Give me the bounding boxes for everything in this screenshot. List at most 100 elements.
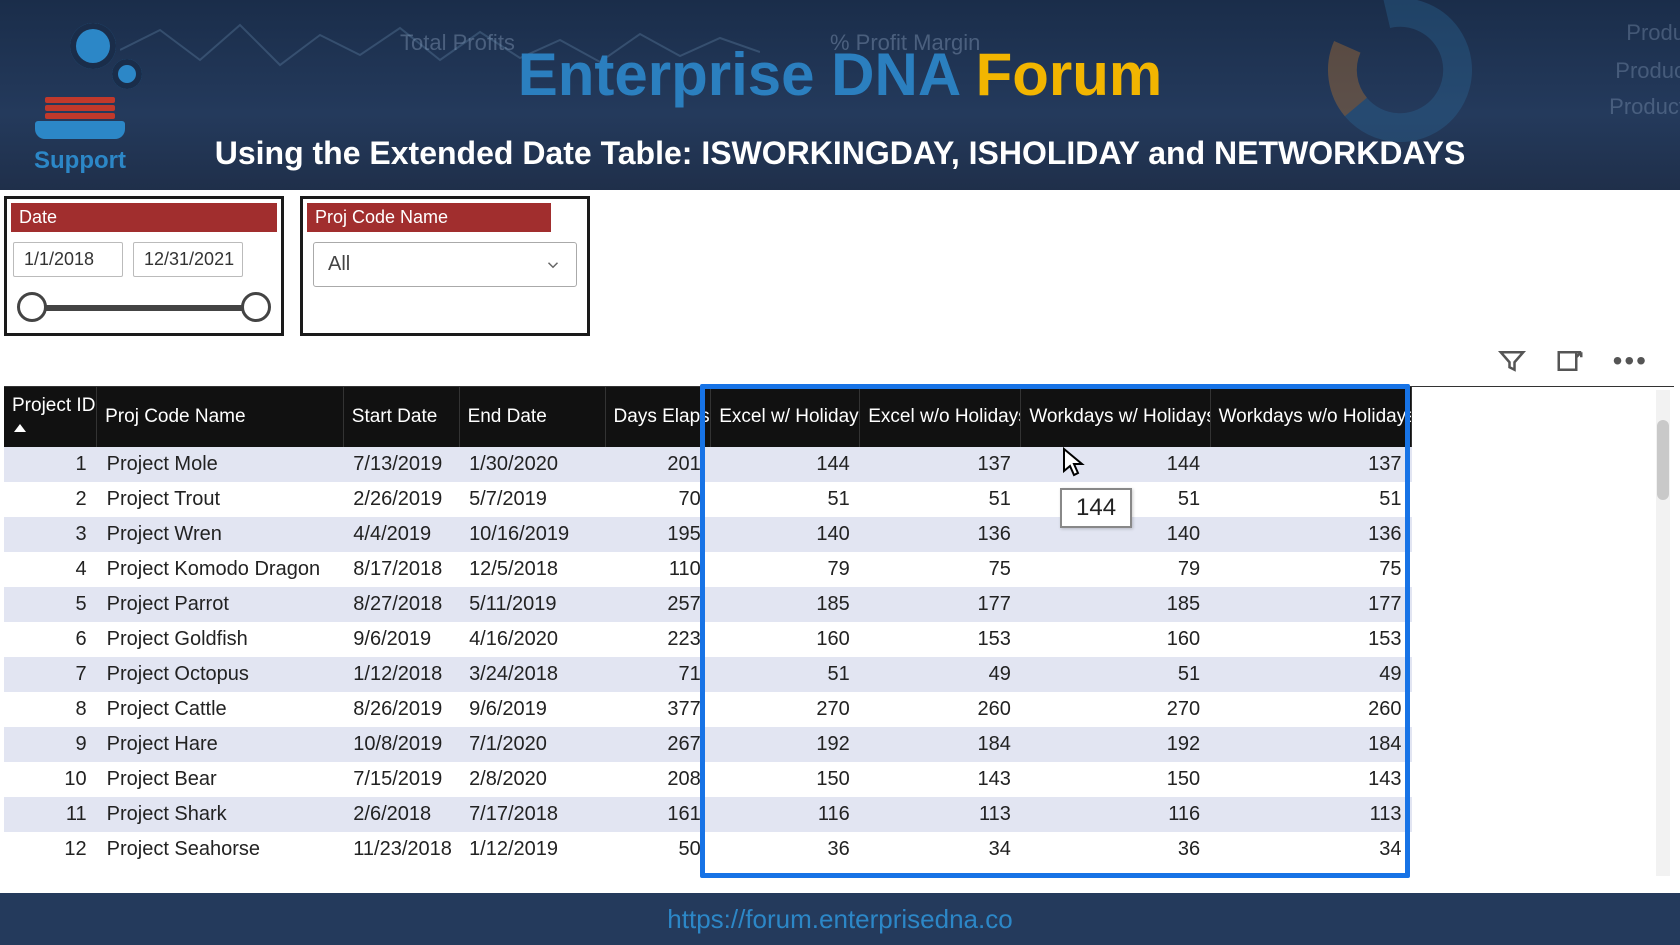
date-range-slider[interactable] xyxy=(23,295,265,321)
table-scrollbar[interactable] xyxy=(1656,390,1670,876)
table-cell[interactable]: 10 xyxy=(4,762,97,797)
table-header-cell[interactable]: Start Date xyxy=(343,387,459,447)
table-cell[interactable]: 5/11/2019 xyxy=(459,587,605,622)
projects-table[interactable]: Project IDProj Code NameStart DateEnd Da… xyxy=(4,387,1412,867)
table-cell[interactable]: 1 xyxy=(4,447,97,482)
table-cell[interactable]: 51 xyxy=(1210,482,1411,517)
table-row[interactable]: 12Project Seahorse11/23/20181/12/201950 3… xyxy=(4,832,1412,867)
table-row[interactable]: 3Project Wren4/4/201910/16/2019195140136… xyxy=(4,517,1412,552)
table-cell[interactable]: 1/12/2018 xyxy=(343,657,459,692)
table-cell[interactable]: 144 xyxy=(711,447,860,482)
table-cell[interactable]: 12 xyxy=(4,832,97,867)
table-cell[interactable]: 192 xyxy=(711,727,860,762)
table-row[interactable]: 4Project Komodo Dragon8/17/201812/5/2018… xyxy=(4,552,1412,587)
table-cell[interactable]: 70 xyxy=(605,482,711,517)
proj-code-dropdown[interactable]: All xyxy=(313,242,577,287)
table-cell[interactable]: 116 xyxy=(1021,797,1210,832)
table-cell[interactable]: 79 xyxy=(1021,552,1210,587)
table-cell[interactable]: 8/27/2018 xyxy=(343,587,459,622)
table-cell[interactable]: Project Wren xyxy=(97,517,344,552)
table-cell[interactable]: 8/17/2018 xyxy=(343,552,459,587)
table-cell[interactable]: 136 xyxy=(860,517,1021,552)
table-cell[interactable]: 10/8/2019 xyxy=(343,727,459,762)
date-from-input[interactable]: 1/1/2018 xyxy=(13,242,123,277)
table-cell[interactable]: 150 xyxy=(1021,762,1210,797)
filter-icon[interactable] xyxy=(1497,346,1527,376)
table-cell[interactable]: Project Trout xyxy=(97,482,344,517)
table-row[interactable]: 8Project Cattle8/26/20199/6/201937727026… xyxy=(4,692,1412,727)
scrollbar-thumb[interactable] xyxy=(1657,420,1669,500)
table-header-cell[interactable]: Workdays w/ Holidays xyxy=(1021,387,1210,447)
table-cell[interactable]: 51 xyxy=(860,482,1021,517)
table-row[interactable]: 6Project Goldfish9/6/20194/16/2020223160… xyxy=(4,622,1412,657)
table-cell[interactable]: 8 xyxy=(4,692,97,727)
table-cell[interactable]: 2/6/2018 xyxy=(343,797,459,832)
table-cell[interactable]: Project Hare xyxy=(97,727,344,762)
table-cell[interactable]: 49 xyxy=(1210,657,1411,692)
table-cell[interactable]: 177 xyxy=(1210,587,1411,622)
table-cell[interactable]: Project Seahorse xyxy=(97,832,344,867)
table-cell[interactable]: Project Cattle xyxy=(97,692,344,727)
table-cell[interactable]: 184 xyxy=(860,727,1021,762)
footer-link[interactable]: https://forum.enterprisedna.co xyxy=(667,904,1012,934)
table-cell[interactable]: 160 xyxy=(711,622,860,657)
table-row[interactable]: 9Project Hare10/8/20197/1/20202671921841… xyxy=(4,727,1412,762)
table-header-cell[interactable]: End Date xyxy=(459,387,605,447)
table-cell[interactable]: Project Shark xyxy=(97,797,344,832)
table-cell[interactable]: 2/8/2020 xyxy=(459,762,605,797)
table-row[interactable]: 11Project Shark2/6/20187/17/201816111611… xyxy=(4,797,1412,832)
table-cell[interactable]: 143 xyxy=(860,762,1021,797)
table-cell[interactable]: 5/7/2019 xyxy=(459,482,605,517)
table-cell[interactable]: 137 xyxy=(860,447,1021,482)
table-cell[interactable]: 3 xyxy=(4,517,97,552)
table-cell[interactable]: 7 xyxy=(4,657,97,692)
table-cell[interactable]: 260 xyxy=(1210,692,1411,727)
table-cell[interactable]: 11 xyxy=(4,797,97,832)
table-cell[interactable]: 9 xyxy=(4,727,97,762)
table-cell[interactable]: 7/17/2018 xyxy=(459,797,605,832)
table-cell[interactable]: 75 xyxy=(1210,552,1411,587)
focus-mode-icon[interactable] xyxy=(1555,346,1585,376)
table-cell[interactable]: 153 xyxy=(1210,622,1411,657)
table-cell[interactable]: 195 xyxy=(605,517,711,552)
table-cell[interactable]: 2/26/2019 xyxy=(343,482,459,517)
table-cell[interactable]: Project Parrot xyxy=(97,587,344,622)
table-cell[interactable]: Project Octopus xyxy=(97,657,344,692)
table-cell[interactable]: 136 xyxy=(1210,517,1411,552)
table-cell[interactable]: 34 xyxy=(860,832,1021,867)
table-cell[interactable]: 3/24/2018 xyxy=(459,657,605,692)
table-cell[interactable]: 75 xyxy=(860,552,1021,587)
table-cell[interactable]: Project Komodo Dragon xyxy=(97,552,344,587)
table-cell[interactable]: 50 xyxy=(605,832,711,867)
table-cell[interactable]: 4/16/2020 xyxy=(459,622,605,657)
table-cell[interactable]: 208 xyxy=(605,762,711,797)
table-cell[interactable]: 160 xyxy=(1021,622,1210,657)
table-row[interactable]: 1Project Mole7/13/20191/30/2020201144137… xyxy=(4,447,1412,482)
table-cell[interactable]: 5 xyxy=(4,587,97,622)
table-cell[interactable]: 270 xyxy=(711,692,860,727)
table-header-cell[interactable]: Project ID xyxy=(4,387,97,447)
table-cell[interactable]: 10/16/2019 xyxy=(459,517,605,552)
table-cell[interactable]: 257 xyxy=(605,587,711,622)
table-cell[interactable]: 201 xyxy=(605,447,711,482)
table-cell[interactable]: 8/26/2019 xyxy=(343,692,459,727)
table-cell[interactable]: 51 xyxy=(1021,657,1210,692)
table-cell[interactable]: 4/4/2019 xyxy=(343,517,459,552)
table-cell[interactable]: 267 xyxy=(605,727,711,762)
table-cell[interactable]: 110 xyxy=(605,552,711,587)
table-cell[interactable]: 9/6/2019 xyxy=(343,622,459,657)
table-cell[interactable]: 11/23/2018 xyxy=(343,832,459,867)
table-cell[interactable]: 7/1/2020 xyxy=(459,727,605,762)
table-cell[interactable]: 7/15/2019 xyxy=(343,762,459,797)
table-cell[interactable]: 4 xyxy=(4,552,97,587)
table-cell[interactable]: 177 xyxy=(860,587,1021,622)
table-cell[interactable]: 161 xyxy=(605,797,711,832)
table-cell[interactable]: 1/12/2019 xyxy=(459,832,605,867)
table-cell[interactable]: 223 xyxy=(605,622,711,657)
table-cell[interactable]: Project Bear xyxy=(97,762,344,797)
table-row[interactable]: 10Project Bear7/15/20192/8/2020208 150143… xyxy=(4,762,1412,797)
table-row[interactable]: 7Project Octopus1/12/20183/24/201871 5149… xyxy=(4,657,1412,692)
table-cell[interactable]: 71 xyxy=(605,657,711,692)
table-cell[interactable]: 6 xyxy=(4,622,97,657)
table-header-cell[interactable]: Workdays w/o Holidays xyxy=(1210,387,1411,447)
